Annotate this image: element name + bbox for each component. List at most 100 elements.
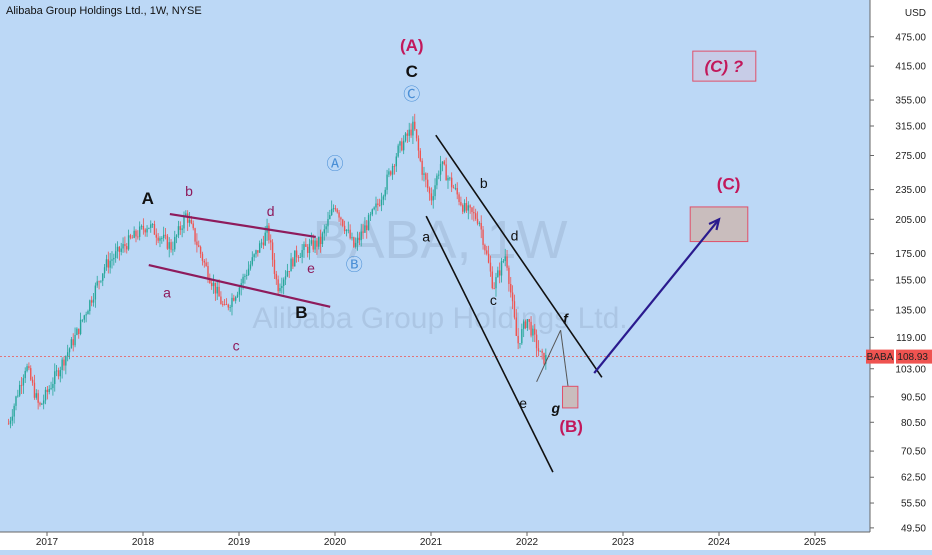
candle-body: [314, 240, 316, 250]
candle-body: [319, 236, 322, 245]
candle-body: [515, 317, 517, 336]
candle-body: [502, 260, 505, 262]
wedge-upper-line: [435, 134, 603, 378]
x-tick-label: 2025: [804, 537, 827, 548]
candle-body: [199, 246, 202, 254]
y-tick-label: 135.00: [895, 306, 926, 317]
y-tick-label: 415.00: [895, 62, 926, 73]
candle-body: [399, 141, 401, 146]
candle-body: [175, 235, 178, 237]
candle-body: [356, 237, 359, 244]
channel-upper-line: [169, 212, 316, 239]
candle-body: [498, 270, 501, 276]
candle-body: [205, 262, 207, 267]
candle-body: [85, 314, 87, 316]
candle-body: [382, 196, 385, 200]
candle-body: [103, 267, 106, 274]
candle-body: [190, 219, 193, 224]
candle-body: [367, 215, 370, 231]
candle-body: [15, 396, 17, 406]
candle-body: [164, 234, 167, 236]
candle-body: [471, 207, 473, 212]
candle-body: [522, 321, 525, 330]
candle-body: [497, 270, 499, 278]
candle-body: [306, 246, 309, 253]
candle-body: [463, 203, 466, 212]
projection-arrow-up: [536, 330, 562, 382]
candle-body: [438, 174, 440, 176]
candle-body: [26, 366, 28, 371]
watermark-symbol: BABA, 1W: [312, 210, 567, 270]
candle-body: [105, 259, 108, 268]
y-tick-label: 235.00: [895, 185, 926, 196]
candle-body: [545, 354, 547, 364]
candle-body: [70, 339, 73, 349]
candle-body: [13, 405, 15, 417]
candle-body: [7, 423, 10, 425]
candle-body: [410, 129, 412, 136]
wave-label: C: [406, 62, 418, 81]
candle-body: [375, 203, 377, 208]
candle-body: [428, 188, 431, 194]
candle-body: [338, 212, 340, 218]
candle-body: [107, 259, 109, 268]
candle-body: [469, 205, 471, 208]
candle-body: [417, 138, 420, 151]
candle-body: [342, 219, 344, 226]
candle-body: [159, 238, 161, 241]
candle-body: [377, 203, 379, 205]
candle-body: [131, 237, 133, 239]
candle-body: [270, 240, 272, 243]
candle-body: [209, 278, 211, 284]
candle-body: [246, 274, 248, 276]
candle-body: [378, 204, 381, 206]
candle-body: [57, 370, 60, 377]
wave-label: (B): [559, 417, 583, 436]
candle-body: [59, 370, 61, 377]
candle-body: [124, 244, 126, 247]
candle-body: [42, 400, 45, 404]
candle-body: [325, 226, 327, 230]
candle-body: [510, 283, 512, 293]
candle-body: [135, 230, 137, 237]
candle-body: [432, 196, 434, 201]
candle-body: [476, 218, 479, 224]
last-price-label: 108.93: [897, 352, 928, 363]
candle-body: [491, 271, 493, 289]
wave-label: B: [295, 303, 307, 322]
candle-body: [268, 225, 270, 241]
candle-body: [137, 236, 139, 238]
boxed-note-frame: [692, 50, 757, 82]
candle-body: [404, 133, 407, 141]
candle-body: [450, 177, 453, 188]
candle-body: [423, 173, 425, 175]
candle-body: [426, 179, 429, 189]
symbol-tag-label: BABA: [867, 352, 894, 363]
candle-body: [153, 224, 156, 235]
candle-body: [347, 229, 349, 231]
candle-body: [349, 229, 351, 239]
candle-body: [170, 242, 172, 250]
candle-body: [310, 240, 313, 244]
y-tick-label: 90.50: [901, 392, 926, 403]
candle-body: [521, 329, 523, 344]
candle-body: [168, 242, 170, 249]
candle-body: [330, 208, 333, 216]
candle-body: [92, 299, 95, 303]
candle-body: [120, 248, 122, 252]
candle-body: [260, 242, 263, 244]
wave-label: d: [267, 203, 275, 219]
candle-body: [210, 283, 213, 287]
candle-body: [329, 215, 331, 220]
candle-body: [388, 171, 390, 175]
candle-body: [225, 304, 228, 306]
candle-body: [20, 384, 23, 386]
candle-body: [504, 256, 506, 261]
candle-body: [336, 209, 338, 213]
y-tick-label: 155.00: [895, 276, 926, 287]
candle-body: [318, 236, 320, 247]
candle-body: [90, 300, 93, 303]
candle-body: [81, 319, 84, 321]
